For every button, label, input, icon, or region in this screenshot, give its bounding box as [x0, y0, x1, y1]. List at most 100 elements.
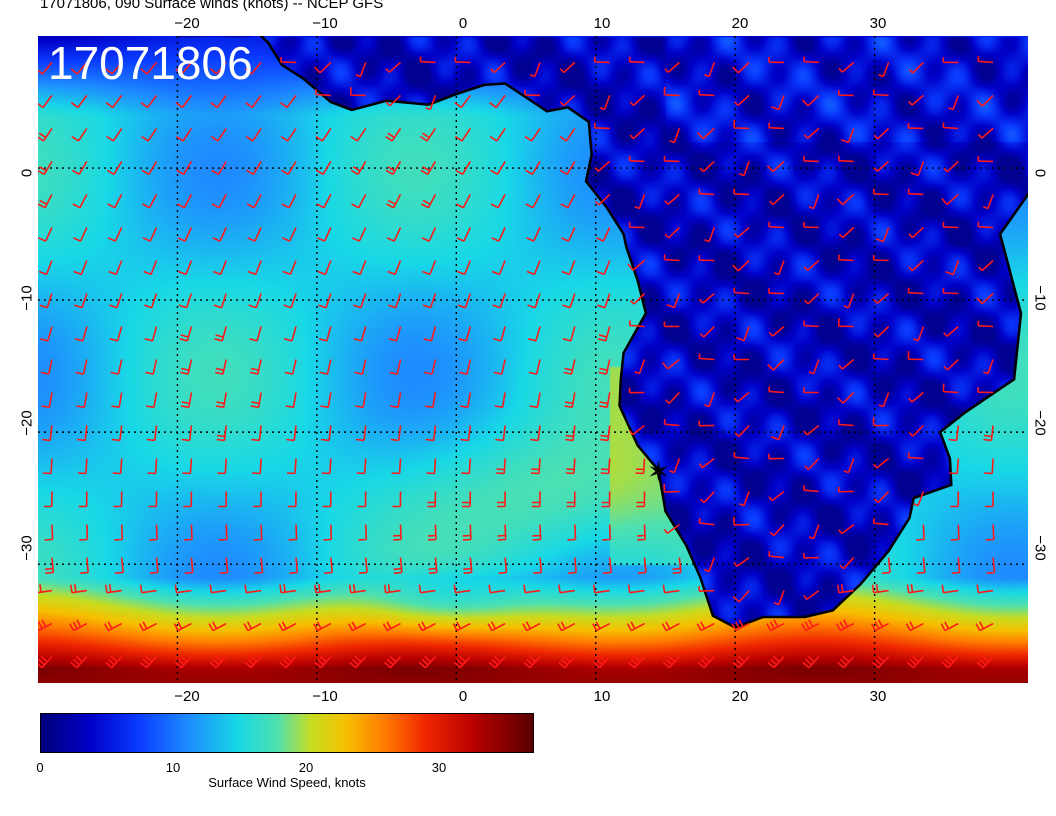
wind-barb [490, 194, 506, 209]
wind-barb [916, 524, 925, 541]
wind-barb [104, 584, 122, 594]
wind-barb [353, 293, 367, 309]
wind-barb [280, 160, 297, 175]
wind-barb [733, 452, 750, 460]
wind-barb [140, 94, 158, 109]
wind-barb [106, 160, 123, 175]
wind-barb [837, 90, 854, 97]
wind-barb [249, 359, 262, 375]
wind-barb [803, 320, 819, 328]
wind-barb [105, 655, 123, 669]
forecast-stamp: 17071806 [48, 37, 253, 89]
wind-barb [766, 160, 785, 173]
wind-barb [146, 425, 158, 442]
wind-barb [704, 557, 716, 573]
wind-barb [249, 326, 262, 342]
wind-barb [388, 326, 402, 342]
wind-barb [836, 193, 855, 206]
wind-barb [418, 655, 436, 669]
wind-barb [636, 524, 646, 541]
wind-barb [908, 424, 924, 437]
wind-barb [497, 491, 506, 508]
wind-barb [839, 557, 855, 570]
wind-barb [913, 326, 925, 342]
wind-barb [143, 293, 158, 309]
wind-barb [316, 194, 332, 209]
wind-barb [245, 127, 262, 142]
wind-barb [288, 524, 298, 541]
wind-barb [454, 127, 471, 142]
wind-barb [910, 161, 925, 177]
wind-barb [250, 392, 262, 409]
wind-barb [78, 491, 88, 508]
wind-barb [38, 160, 53, 175]
wind-barb [348, 584, 366, 594]
lat-tick-left: −30 [18, 535, 36, 561]
wind-barb [559, 160, 576, 175]
wind-barb [629, 127, 646, 140]
wind-barb [70, 94, 88, 109]
wind-barb [592, 584, 610, 594]
wind-barb [732, 655, 750, 669]
wind-barb [803, 387, 819, 394]
colorbar-tick: 0 [36, 760, 44, 775]
wind-barb [73, 260, 88, 276]
wind-barb [317, 260, 332, 276]
wind-barb [768, 453, 785, 460]
wind-barb [738, 491, 750, 507]
wind-barb [183, 524, 193, 541]
wind-barb [246, 194, 262, 209]
wind-barb [244, 584, 262, 594]
wind-barb [140, 61, 158, 75]
wind-barb [873, 292, 890, 305]
wind-barb [105, 61, 123, 75]
wind-barb [176, 194, 193, 209]
wind-barb [38, 227, 53, 242]
wind-barb [38, 655, 53, 669]
wind-barb [350, 127, 367, 142]
wind-barb [599, 425, 611, 442]
wind-barb [875, 227, 890, 243]
wind-barb [38, 127, 53, 142]
lon-tick-bottom: −20 [174, 688, 200, 705]
wind-barb [635, 458, 646, 475]
wind-barb [209, 61, 227, 75]
wind-barb [881, 557, 891, 574]
wind-barb [699, 490, 715, 504]
wind-barb [460, 425, 472, 442]
wind-barb [489, 127, 506, 142]
wind-barb [142, 227, 158, 242]
wind-barb [386, 194, 402, 209]
wind-barb [629, 292, 646, 305]
wind-barb [454, 94, 471, 109]
wind-barb [593, 122, 610, 130]
wind-barb [566, 491, 576, 508]
wind-barb [459, 359, 472, 375]
wind-barb [567, 524, 577, 541]
wind-barb [496, 458, 506, 475]
wind-barb [907, 123, 924, 130]
wind-barb [315, 160, 332, 175]
wind-barb [492, 293, 506, 309]
wind-barb [215, 359, 227, 375]
wind-barb [321, 425, 332, 442]
wind-barb [773, 590, 785, 606]
wind-barb [384, 655, 402, 669]
wind-barb [107, 194, 123, 209]
wind-barb [704, 62, 716, 78]
wind-barb [663, 483, 680, 493]
wind-barb [736, 326, 750, 342]
wind-barb [628, 387, 645, 394]
wind-barb [427, 524, 437, 541]
wind-barb [216, 425, 227, 442]
wind-barb [76, 392, 88, 409]
wind-barb [212, 227, 227, 242]
lon-tick-bottom: 0 [458, 688, 468, 705]
wind-barb [210, 94, 227, 109]
wind-barb [39, 326, 53, 342]
wind-barb [72, 227, 88, 242]
wind-barb [38, 61, 53, 75]
wind-barb [385, 61, 402, 73]
wind-barb [733, 188, 750, 196]
wind-barb [282, 260, 297, 276]
